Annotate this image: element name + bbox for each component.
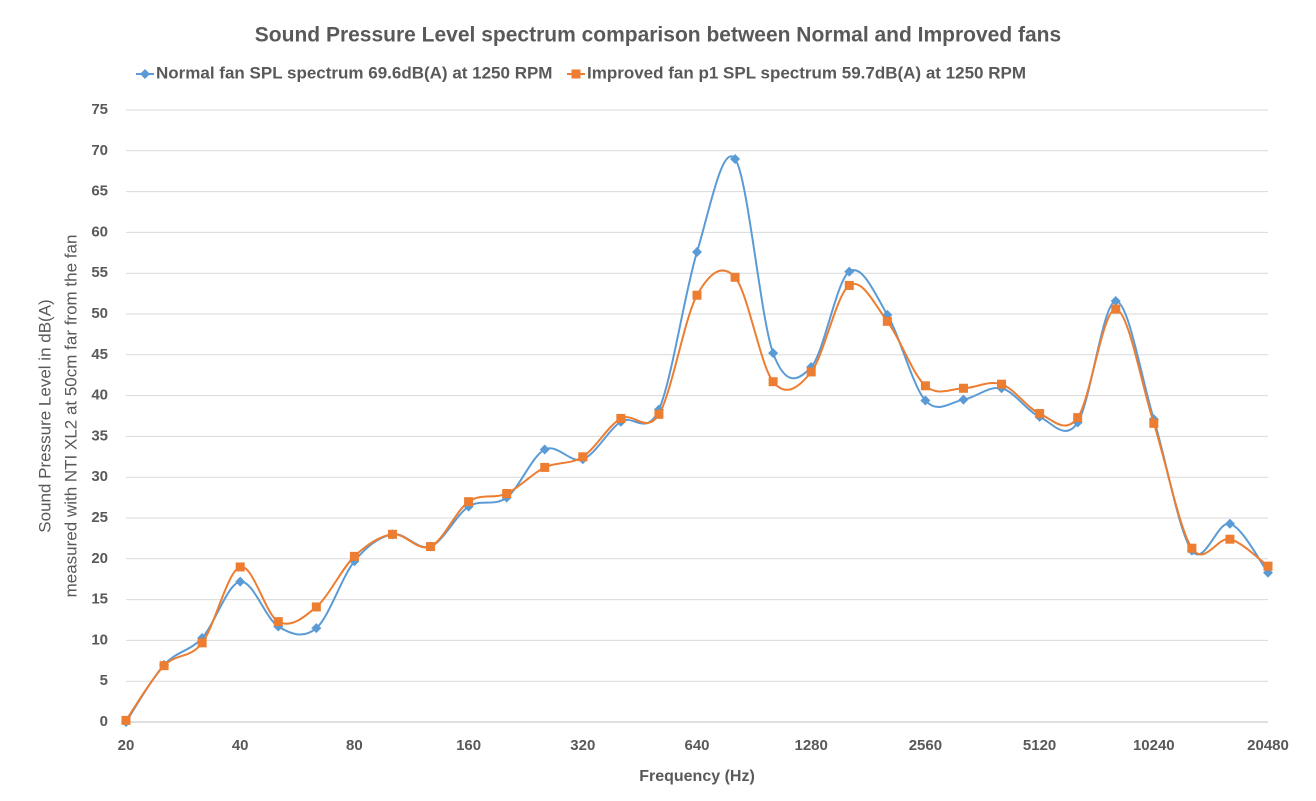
data-point xyxy=(1187,543,1197,553)
data-point xyxy=(882,316,892,326)
y-tick-label: 40 xyxy=(91,387,108,404)
data-point xyxy=(1263,561,1273,571)
data-point xyxy=(540,462,550,472)
chart-title: Sound Pressure Level spectrum comparison… xyxy=(255,24,1061,47)
legend-marker xyxy=(571,69,581,79)
data-point xyxy=(502,489,512,499)
legend-label: Normal fan SPL spectrum 69.6dB(A) at 125… xyxy=(156,63,552,82)
y-axis-title-line: Sound Pressure Level in dB(A) xyxy=(35,299,54,532)
data-point xyxy=(730,272,740,282)
data-point xyxy=(197,638,207,648)
data-point xyxy=(1035,409,1045,419)
x-tick-label: 1280 xyxy=(795,737,828,754)
data-point xyxy=(1073,413,1083,423)
y-tick-label: 50 xyxy=(91,305,108,322)
y-axis-title-line: measured with NTI XL2 at 50cm far from t… xyxy=(61,235,80,598)
data-point xyxy=(692,290,702,300)
y-tick-label: 15 xyxy=(91,591,108,608)
data-point xyxy=(1224,518,1235,529)
y-tick-label: 60 xyxy=(91,223,108,240)
y-tick-label: 10 xyxy=(91,631,108,648)
data-point xyxy=(159,661,169,671)
y-tick-label: 30 xyxy=(91,468,108,485)
data-point xyxy=(654,409,664,419)
x-tick-label: 320 xyxy=(570,737,595,754)
data-point xyxy=(464,497,474,507)
data-point xyxy=(235,576,246,587)
y-axis-title: Sound Pressure Level in dB(A) measured w… xyxy=(35,235,80,598)
x-tick-label: 160 xyxy=(456,737,481,754)
data-point xyxy=(768,377,778,387)
data-point xyxy=(768,348,779,359)
data-point xyxy=(958,394,969,405)
y-tick-label: 0 xyxy=(100,713,108,730)
x-tick-label: 20480 xyxy=(1247,737,1289,754)
y-tick-label: 75 xyxy=(91,101,108,118)
y-tick-label: 65 xyxy=(91,183,108,200)
y-tick-label: 35 xyxy=(91,427,108,444)
y-tick-label: 45 xyxy=(91,346,108,363)
data-point xyxy=(1225,534,1235,544)
legend-label: Improved fan p1 SPL spectrum 59.7dB(A) a… xyxy=(587,63,1026,82)
y-tick-label: 70 xyxy=(91,142,108,159)
x-tick-label: 640 xyxy=(684,737,709,754)
data-point xyxy=(1110,295,1121,306)
x-tick-label: 20 xyxy=(118,737,135,754)
data-point xyxy=(387,529,397,539)
data-point xyxy=(311,602,321,612)
legend-marker xyxy=(140,69,150,79)
x-tick-label: 2560 xyxy=(909,737,942,754)
y-tick-label: 20 xyxy=(91,550,108,567)
data-point xyxy=(958,383,968,393)
data-point xyxy=(235,562,245,572)
data-point xyxy=(426,542,436,552)
x-tick-label: 40 xyxy=(232,737,249,754)
data-point xyxy=(121,715,131,725)
y-tick-label: 55 xyxy=(91,264,108,281)
data-point xyxy=(920,381,930,391)
data-point xyxy=(349,551,359,561)
data-point xyxy=(578,452,588,462)
data-point xyxy=(997,379,1007,389)
x-axis-title: Frequency (Hz) xyxy=(639,768,755,785)
y-tick-label: 5 xyxy=(100,672,108,689)
data-point xyxy=(806,367,816,377)
data-point xyxy=(1111,304,1121,314)
y-tick-label: 25 xyxy=(91,509,108,526)
data-point xyxy=(1149,418,1159,428)
data-point xyxy=(539,444,550,455)
data-point xyxy=(844,280,854,290)
x-tick-label: 80 xyxy=(346,737,363,754)
data-point xyxy=(616,413,626,423)
x-tick-label: 10240 xyxy=(1133,737,1175,754)
data-point xyxy=(692,246,702,257)
data-point xyxy=(311,623,322,634)
data-point xyxy=(844,266,855,277)
x-tick-label: 5120 xyxy=(1023,737,1056,754)
data-point xyxy=(273,617,283,627)
data-point xyxy=(730,153,741,164)
data-point xyxy=(920,395,931,406)
